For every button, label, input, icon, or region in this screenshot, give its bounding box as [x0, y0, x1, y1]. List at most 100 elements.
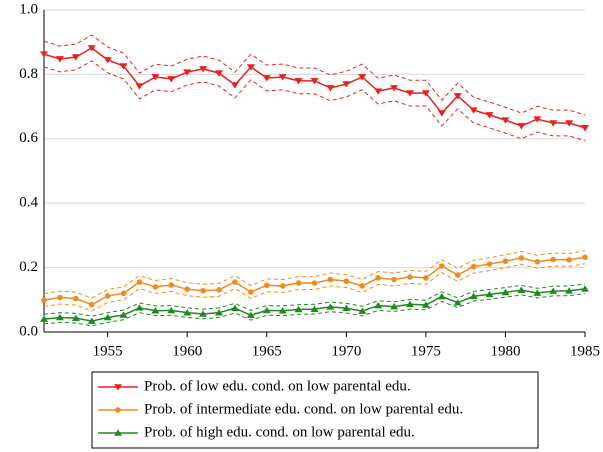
marker	[183, 309, 192, 316]
marker	[41, 297, 47, 303]
marker	[73, 295, 79, 302]
band-line	[43, 34, 586, 116]
marker	[407, 274, 413, 280]
marker	[55, 313, 64, 321]
marker	[114, 429, 122, 436]
marker	[215, 309, 224, 316]
x-tick-label: 1970	[331, 343, 361, 359]
marker	[486, 261, 493, 267]
band-line	[43, 263, 586, 312]
marker	[114, 384, 122, 391]
marker	[375, 275, 381, 281]
marker	[453, 93, 462, 100]
marker	[119, 311, 128, 318]
marker	[278, 307, 287, 314]
marker	[71, 54, 80, 61]
band-line	[43, 60, 586, 142]
x-tick-label: 1965	[252, 343, 282, 359]
marker	[104, 293, 111, 299]
marker	[136, 279, 143, 285]
marker	[71, 314, 80, 321]
marker	[215, 70, 224, 77]
marker	[405, 300, 414, 308]
marker	[294, 78, 303, 85]
marker	[103, 57, 112, 64]
marker	[55, 56, 64, 63]
marker	[119, 63, 128, 70]
marker	[501, 117, 510, 124]
marker	[469, 107, 478, 114]
marker	[57, 294, 63, 301]
marker	[374, 301, 383, 309]
marker	[485, 290, 494, 298]
marker	[501, 288, 510, 296]
marker	[485, 112, 494, 119]
x-tick-label: 1955	[93, 343, 123, 359]
marker	[438, 263, 445, 269]
marker	[87, 317, 96, 324]
band-line	[43, 293, 586, 327]
marker	[437, 110, 446, 117]
marker	[263, 282, 270, 289]
marker	[310, 305, 319, 312]
band-line	[43, 283, 586, 317]
marker	[167, 306, 176, 314]
marker	[454, 272, 461, 278]
marker	[40, 315, 48, 322]
marker	[582, 254, 588, 261]
marker	[342, 81, 351, 88]
marker	[518, 255, 525, 261]
marker	[502, 258, 509, 264]
marker	[423, 275, 429, 281]
marker	[358, 307, 367, 314]
marker	[278, 74, 287, 81]
legend-label: Prob. of intermediate edu. cond. on low …	[144, 401, 463, 417]
marker	[517, 123, 526, 130]
marker	[230, 82, 239, 89]
marker	[199, 310, 208, 317]
marker	[565, 120, 574, 127]
marker	[359, 283, 366, 289]
marker	[453, 299, 462, 306]
marker	[358, 74, 367, 81]
marker	[550, 256, 556, 263]
marker	[200, 287, 206, 294]
marker	[88, 301, 95, 308]
y-tick-label: 1.0	[19, 1, 38, 17]
x-tick-label: 1980	[490, 343, 520, 359]
marker	[326, 85, 335, 92]
marker	[343, 278, 350, 284]
marker	[391, 276, 397, 283]
marker	[167, 76, 176, 83]
marker	[311, 280, 318, 286]
marker	[246, 311, 255, 319]
marker	[232, 279, 238, 285]
marker	[216, 287, 222, 293]
marker	[262, 75, 271, 82]
y-tick-label: 0.6	[19, 130, 38, 146]
marker	[230, 304, 239, 311]
y-tick-label: 0.0	[19, 323, 38, 339]
marker	[566, 257, 572, 263]
x-tick-label: 1975	[411, 343, 441, 359]
marker	[294, 305, 303, 313]
legend-box	[91, 371, 539, 449]
series-line	[43, 47, 586, 129]
marker	[549, 120, 558, 127]
legend-label: Prob. of high edu. cond. on low parental…	[144, 424, 415, 440]
marker	[183, 69, 192, 76]
marker	[310, 78, 319, 85]
marker	[421, 90, 430, 97]
marker	[199, 66, 208, 73]
y-tick-label: 0.8	[19, 66, 38, 82]
marker	[533, 116, 542, 123]
marker	[581, 125, 589, 132]
legend-label: Prob. of low edu. cond. on low parental …	[144, 378, 411, 394]
marker	[549, 287, 558, 294]
marker	[534, 259, 541, 265]
marker	[342, 304, 351, 311]
marker	[246, 64, 255, 71]
marker	[168, 282, 175, 288]
